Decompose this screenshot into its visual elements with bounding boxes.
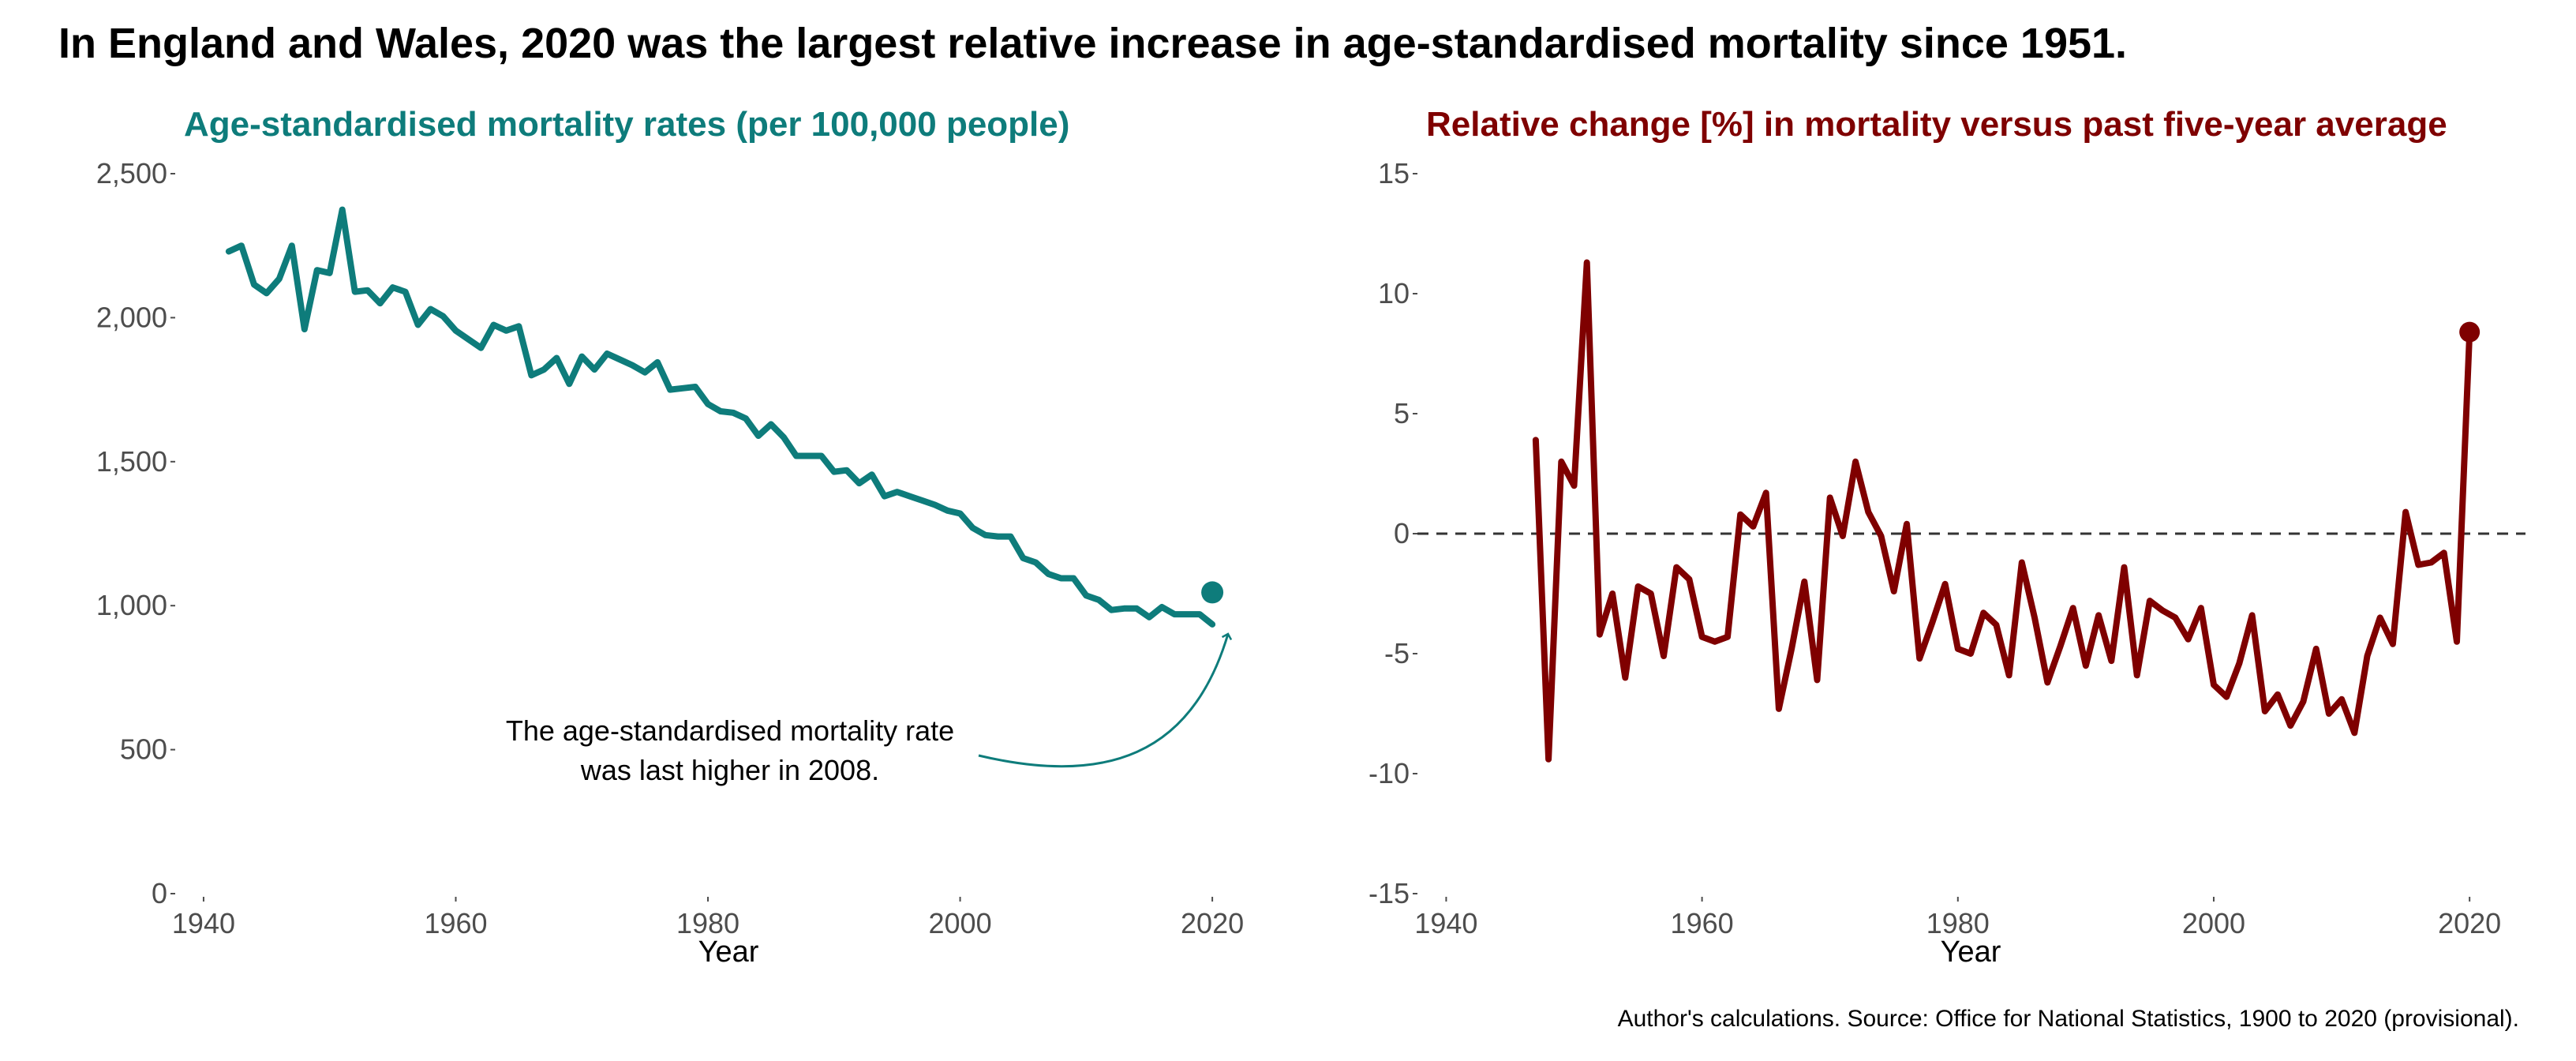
right-panel: Relative change [%] in mortality versus … — [1368, 105, 2525, 969]
left-y-tick-label: 1,500 — [96, 445, 167, 478]
left-x-axis: 1940 1960 1980 2000 2020 — [172, 897, 1244, 939]
right-y-tick-label: 10 — [1378, 277, 1410, 309]
right-x-axis-label: Year — [1941, 935, 2001, 969]
right-y-tick-label: 15 — [1378, 157, 1410, 189]
left-x-axis-label: Year — [698, 935, 759, 969]
right-series-line — [1532, 259, 2473, 763]
right-x-axis: 1940 1960 1980 2000 2020 — [1414, 897, 2501, 939]
left-y-tick-label: 2,000 — [96, 301, 167, 333]
right-x-tick-label: 1960 — [1671, 907, 1734, 939]
right-highlight-point-2020 — [2459, 321, 2481, 343]
left-y-axis: 0 500 1,000 1,500 2,000 2,500 — [96, 157, 175, 909]
left-y-tick-label: 500 — [120, 733, 167, 766]
source-caption: Author's calculations. Source: Office fo… — [1618, 1006, 2519, 1032]
left-y-tick-label: 2,500 — [96, 157, 167, 189]
left-panel: Age-standardised mortality rates (per 10… — [96, 105, 1244, 969]
annotation-line-2: was last higher in 2008. — [580, 754, 879, 786]
main-title: In England and Wales, 2020 was the large… — [58, 20, 2128, 67]
left-series-line — [225, 206, 1216, 628]
right-x-tick-label: 2000 — [2182, 907, 2245, 939]
right-y-tick-label: -5 — [1384, 637, 1410, 669]
left-highlight-point-2020 — [1201, 581, 1224, 604]
right-x-tick-label: 1940 — [1414, 907, 1477, 939]
right-panel-title: Relative change [%] in mortality versus … — [1426, 105, 2447, 144]
right-y-tick-label: -10 — [1368, 757, 1410, 789]
right-y-axis: -15 -10 -5 0 5 10 15 — [1368, 157, 1417, 909]
left-x-tick-label: 1980 — [676, 907, 739, 939]
right-x-tick-label: 2020 — [2438, 907, 2501, 939]
left-y-tick-label: 1,000 — [96, 589, 167, 621]
right-y-tick-label: 0 — [1394, 517, 1410, 549]
right-y-tick-label: 5 — [1394, 397, 1410, 429]
left-x-tick-label: 1940 — [172, 907, 235, 939]
left-x-tick-label: 2020 — [1181, 907, 1244, 939]
annotation-arrow — [978, 632, 1233, 768]
left-y-tick-label: 0 — [152, 877, 167, 909]
annotation-line-1: The age-standardised mortality rate — [506, 714, 954, 747]
left-panel-title: Age-standardised mortality rates (per 10… — [184, 105, 1069, 144]
right-y-tick-label: -15 — [1368, 877, 1410, 909]
left-x-tick-label: 2000 — [929, 907, 992, 939]
left-x-tick-label: 1960 — [424, 907, 487, 939]
right-x-tick-label: 1980 — [1926, 907, 1990, 939]
